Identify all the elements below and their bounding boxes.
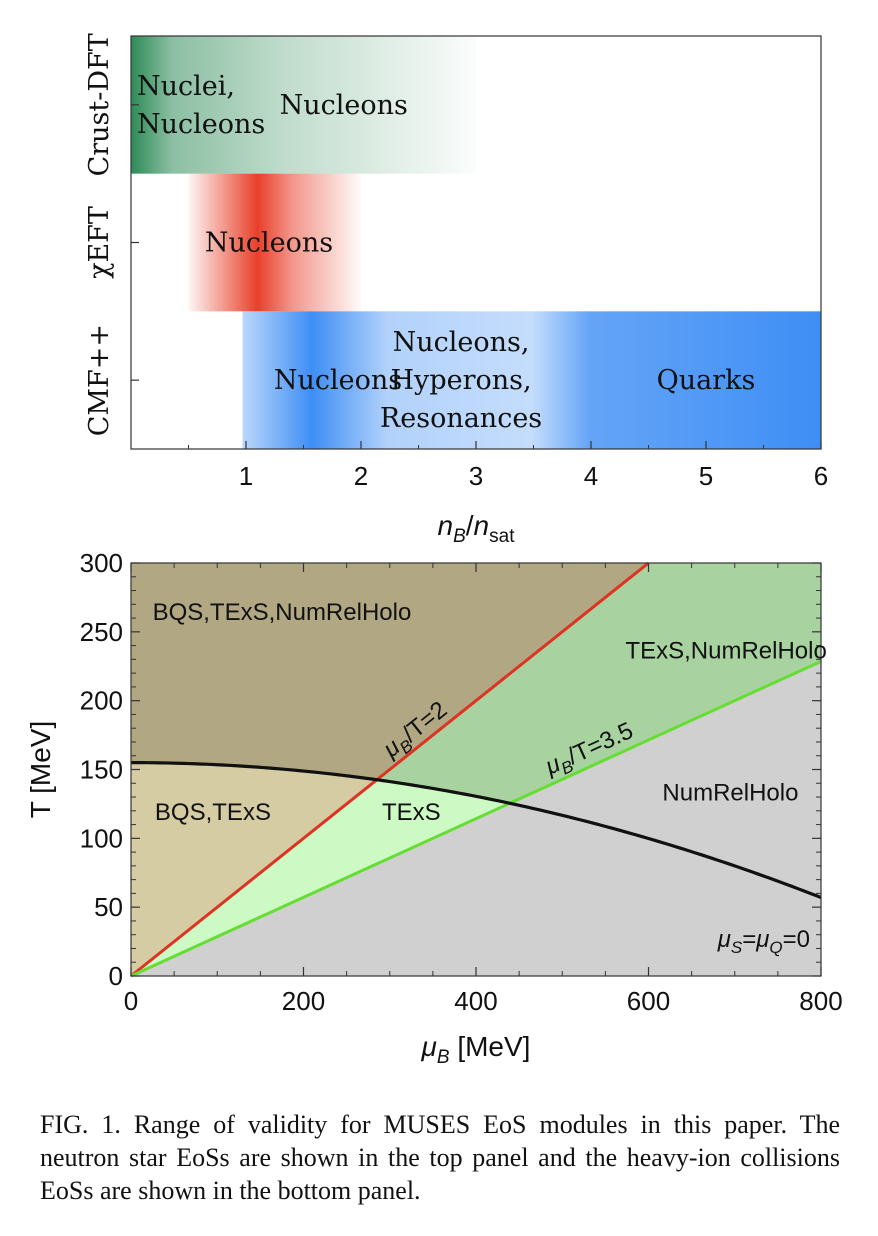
equals-zero: =0 xyxy=(783,926,810,953)
top-x-tick-label: 6 xyxy=(814,461,828,491)
mu-s-mu-q-annotation: μS=μQ=0 xyxy=(717,926,810,957)
bottom-x-tick-label: 600 xyxy=(627,986,670,1016)
region-label-2-2: Quarks xyxy=(657,365,756,396)
bottom-y-tick-label: 250 xyxy=(80,617,123,647)
row-label-1: χEFT xyxy=(84,206,115,279)
bottom-y-tick-label: 300 xyxy=(80,548,123,578)
bottom-region-label-2: BQS,TExS xyxy=(155,799,271,826)
bottom-region-label-4: NumRelHolo xyxy=(662,780,798,807)
bottom-x-axis-label-unit: [MeV] xyxy=(450,1031,531,1062)
region-label-2-0: Nucleons xyxy=(274,365,402,396)
bottom-region-label-0: BQS,TExS,NumRelHolo xyxy=(153,599,412,626)
bottom-y-tick-label: 150 xyxy=(80,755,123,785)
equals-sign: = xyxy=(742,926,756,953)
bottom-y-tick-label: 200 xyxy=(80,686,123,716)
top-x-tick-label: 1 xyxy=(239,461,253,491)
bottom-x-axis-label-mu: μ xyxy=(421,1031,437,1062)
bottom-x-tick-label: 200 xyxy=(282,986,325,1016)
region-label-0-0: Nuclei, Nucleons xyxy=(137,71,265,140)
mu-s-subscript: S xyxy=(731,938,743,957)
top-x-axis-label-n: n xyxy=(438,510,454,541)
bottom-y-tick-label: 0 xyxy=(109,961,123,991)
row-label-0: Crust-DFT xyxy=(84,33,115,176)
crossover-curve xyxy=(130,761,822,900)
mu-s-symbol: μ xyxy=(717,926,731,953)
region-label-1-0: Nucleons xyxy=(205,228,333,259)
bottom-x-tick-label: 400 xyxy=(454,986,497,1016)
ratio-3-5-line xyxy=(130,659,822,978)
mu-q-symbol: μ xyxy=(755,926,769,953)
top-x-tick-label: 2 xyxy=(354,461,368,491)
bottom-x-tick-label: 800 xyxy=(799,986,842,1016)
top-x-tick-label: 5 xyxy=(699,461,713,491)
bottom-region-label-1: TExS,NumRelHolo xyxy=(625,638,826,665)
top-x-axis-label-n2: n xyxy=(474,510,490,541)
top-x-axis-label-slash: / xyxy=(466,510,474,541)
top-x-axis-label-sub-b: B xyxy=(453,526,466,547)
line-label-0: μB/T=2 xyxy=(377,696,454,767)
bottom-x-axis-label-sub: B xyxy=(437,1047,450,1068)
region-label-0-1: Nucleons xyxy=(280,90,408,121)
row-label-2: CMF++ xyxy=(84,324,115,436)
ratio-2-line xyxy=(130,561,650,978)
validity-band-0 xyxy=(131,36,476,174)
validity-band-2 xyxy=(242,311,822,449)
bottom-y-axis-label: T [MeV] xyxy=(25,721,56,819)
bottom-y-tick-label: 100 xyxy=(80,823,123,853)
top-x-tick-label: 4 xyxy=(584,461,598,491)
top-panel-chart: 1 2 3 4 5 6 Crust-DFT χEFT CMF++ Nuclei, Nucleon… xyxy=(84,33,828,547)
region-light-green-below-curve xyxy=(131,779,510,976)
figure-caption: FIG. 1. Range of validity for MUSES EoS … xyxy=(40,1110,840,1205)
bottom-panel-chart: 0 200 400 600 800 0 50 100 150 200 250 300 BQS,TExS… xyxy=(25,548,843,1068)
mu-q-subscript: Q xyxy=(769,938,782,957)
top-x-axis-label: nB/nsat xyxy=(438,510,516,547)
top-x-tick-label: 3 xyxy=(469,461,483,491)
bottom-x-axis-label: μB [MeV] xyxy=(421,1031,531,1068)
validity-band-1 xyxy=(188,173,361,312)
bottom-region-label-3: TExS xyxy=(382,799,441,826)
region-tan-below-curve xyxy=(131,762,377,976)
bottom-y-tick-label: 50 xyxy=(94,892,123,922)
region-label-2-1: Nucleons, Hyperons, Resonances xyxy=(380,327,542,434)
top-x-axis-label-sub-sat: sat xyxy=(489,526,515,547)
bottom-x-tick-label: 0 xyxy=(124,986,138,1016)
